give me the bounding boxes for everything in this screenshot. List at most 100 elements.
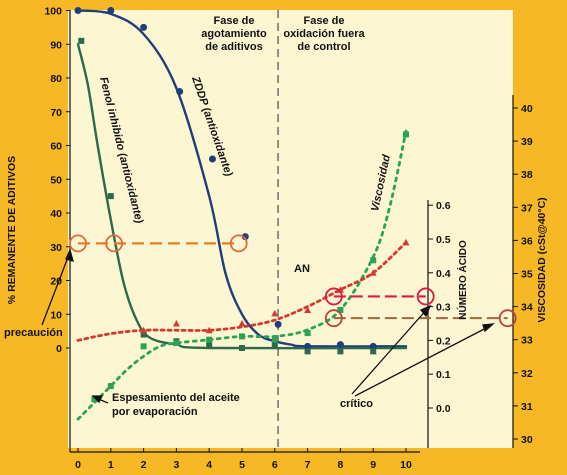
viscosity-point — [107, 383, 114, 390]
x-tick-label: 7 — [305, 459, 311, 471]
zddp-point — [274, 320, 282, 328]
zddp-point — [304, 342, 312, 350]
critical-arrowhead-2 — [482, 323, 495, 333]
critical-label: crítico — [340, 398, 373, 410]
viscosity-point — [140, 343, 147, 350]
thickening-label: Espesamiento del aceite por evaporación — [112, 392, 240, 418]
fenol-point — [140, 331, 147, 338]
acid-point — [271, 309, 279, 317]
y-right-viscosity-tick-label: 40 — [521, 103, 533, 115]
y-right-acid-tick-label: 0.3 — [436, 302, 451, 314]
series-curve-0 — [76, 9, 408, 348]
acid-point — [172, 320, 180, 327]
y-left-tick-label: 10 — [50, 309, 62, 321]
precaution-circle — [229, 234, 248, 253]
x-tick-label: 4 — [206, 459, 212, 471]
y-right-viscosity-tick-label: 30 — [521, 434, 533, 446]
phase-left-label: Fase de agotamiento de aditivos — [201, 15, 267, 53]
acid-point — [402, 238, 410, 246]
phase-left-line: agotamiento — [201, 28, 267, 40]
fenol-point — [304, 348, 311, 355]
phase-right-line: de control — [297, 41, 350, 53]
precaution-circle — [105, 234, 123, 253]
zddp-point — [140, 23, 148, 31]
x-tick-label: 6 — [272, 459, 278, 471]
y-left-tick-label: 80 — [50, 73, 62, 85]
viscosity-point — [239, 333, 245, 340]
y-right-acid-tick-label: 0.5 — [436, 234, 451, 246]
critical-visc-circle — [324, 309, 343, 328]
y-left-title: % REMANENTE DE ADITIVOS — [6, 156, 18, 304]
x-tick-label: 0 — [75, 459, 81, 471]
x-tick-label: 1 — [108, 459, 114, 471]
zddp-point — [336, 341, 344, 349]
fenol-point — [271, 341, 278, 348]
x-tick-label: 5 — [239, 459, 245, 471]
fenol-point — [107, 193, 114, 200]
zddp-point — [74, 7, 82, 14]
y-right-acid-tick-label: 0.0 — [436, 403, 451, 415]
x-tick-label: 2 — [141, 459, 147, 471]
critical-arrow-1 — [351, 307, 429, 395]
y-right-acid-tick-label: 0.2 — [436, 335, 451, 347]
critical-acid-circle — [416, 287, 435, 306]
y-left-tick-label: 30 — [50, 242, 62, 254]
fenol-point — [337, 348, 344, 355]
viscosity-point — [304, 330, 311, 337]
precaution-circle — [69, 234, 87, 253]
viscosity-point — [370, 257, 377, 264]
viscosity-point — [337, 306, 344, 313]
thickening-label-line: Espesamiento del aceite — [112, 392, 240, 404]
fenol-point — [370, 348, 377, 355]
phase-left-line: de aditivos — [205, 41, 262, 53]
critical-arrowhead-1 — [419, 304, 432, 318]
phase-right-label: Fase de oxidación fuera de control — [283, 15, 365, 53]
markers — [69, 234, 517, 328]
y-right-acid-tick-label: 0.6 — [436, 200, 451, 212]
zddp-point — [369, 342, 377, 350]
y-right-viscosity-title: VISCOSIDAD (cSt@40°C) — [536, 197, 548, 322]
y-right-viscosity-tick-label: 36 — [521, 235, 533, 247]
thickening-arrowhead — [91, 395, 104, 404]
y-right-viscosity-tick-label: 34 — [521, 302, 533, 314]
y-right-viscosity-tick-label: 38 — [521, 169, 533, 181]
zddp-point — [107, 7, 115, 14]
y-right-viscosity-tick-label: 32 — [521, 368, 533, 380]
phase-right-line: oxidación fuera — [283, 28, 365, 40]
viscosity-point — [173, 340, 180, 347]
y-left-tick-label: 60 — [50, 141, 62, 153]
y-right-viscosity-tick-label: 31 — [521, 401, 533, 413]
an-label: AN — [294, 263, 310, 275]
y-left-tick-label: 100 — [44, 6, 62, 18]
y-right-viscosity-tick-label: 35 — [521, 269, 533, 281]
zddp-point — [176, 88, 184, 95]
viscosity-point — [271, 336, 278, 343]
y-left-tick-label: 0 — [56, 343, 62, 355]
zddp-point — [208, 155, 216, 163]
plot-area — [68, 10, 513, 448]
zddp-point — [241, 233, 249, 241]
y-right-acid-tick-label: 0.4 — [436, 268, 451, 280]
series-curve-3 — [76, 240, 408, 342]
acid-point — [304, 306, 312, 313]
y-left-tick-label: 50 — [50, 174, 62, 186]
viscosity-point — [206, 336, 213, 343]
fenol-point — [78, 37, 85, 44]
precaution-arrowhead — [65, 248, 74, 262]
y-left-tick-label: 40 — [50, 208, 62, 220]
x-tick-label: 3 — [173, 459, 179, 471]
y-right-acid-tick-label: 0.1 — [436, 369, 451, 381]
precaution-label: precaución — [4, 327, 63, 339]
arrows — [41, 248, 495, 404]
y-right-acid-title: NÚMERO ÁCIDO — [456, 240, 469, 320]
thickening-label-line: por evaporación — [112, 406, 198, 418]
y-left-tick-label: 70 — [50, 107, 62, 119]
viscosity-point — [91, 396, 98, 403]
acid-point — [140, 326, 148, 334]
phase-right-line: Fase de — [304, 15, 345, 27]
acid-point — [205, 326, 213, 334]
x-tick-label: 8 — [337, 459, 343, 471]
acid-point — [369, 269, 377, 276]
y-right-viscosity-tick-label: 33 — [521, 335, 533, 347]
